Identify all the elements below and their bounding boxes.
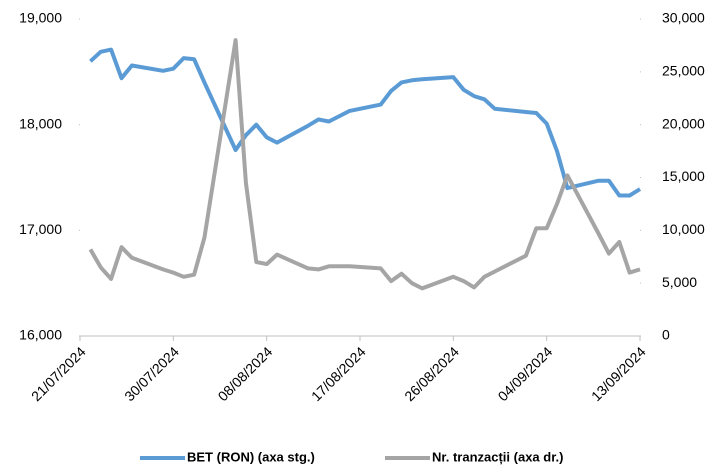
y-tick-label: 16,000 bbox=[19, 327, 62, 343]
y2-tick-label: 0 bbox=[662, 327, 670, 343]
x-tick-label: 04/09/2024 bbox=[495, 343, 556, 404]
y2-tick-label: 25,000 bbox=[662, 63, 705, 79]
y-tick-label: 19,000 bbox=[19, 10, 62, 26]
y-tick-label: 18,000 bbox=[19, 115, 62, 131]
y2-tick-label: 10,000 bbox=[662, 221, 705, 237]
legend-label: BET (RON) (axa stg.) bbox=[187, 449, 315, 464]
y2-tick-label: 20,000 bbox=[662, 115, 705, 131]
x-tick-label: 21/07/2024 bbox=[28, 343, 89, 404]
x-tick-label: 26/08/2024 bbox=[401, 343, 462, 404]
x-tick-label: 30/07/2024 bbox=[121, 343, 182, 404]
x-tick-label: 08/08/2024 bbox=[215, 343, 276, 404]
x-tick-label: 13/09/2024 bbox=[588, 343, 649, 404]
series-line bbox=[89, 47, 642, 198]
legend-label: Nr. tranzacții (axa dr.) bbox=[432, 449, 564, 464]
y2-tick-label: 15,000 bbox=[662, 168, 705, 184]
y-tick-label: 17,000 bbox=[19, 221, 62, 237]
x-tick-label: 17/08/2024 bbox=[308, 343, 369, 404]
y2-tick-label: 30,000 bbox=[662, 10, 705, 26]
series-line bbox=[88, 38, 641, 291]
y2-tick-label: 5,000 bbox=[662, 274, 697, 290]
